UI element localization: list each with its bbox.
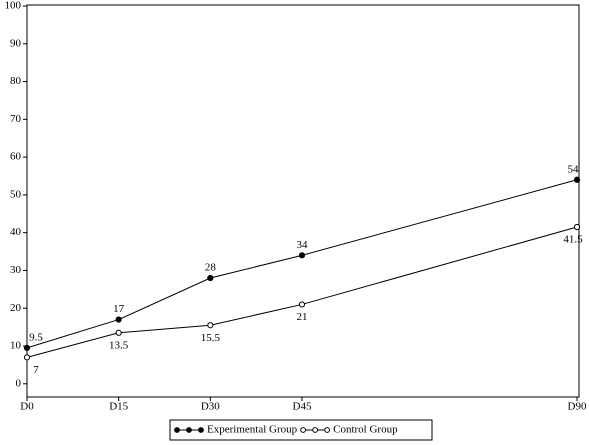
data-point xyxy=(115,316,122,323)
data-point xyxy=(23,354,31,361)
data-label: 17 xyxy=(113,303,125,315)
data-point xyxy=(23,344,31,351)
data-point xyxy=(573,176,581,183)
data-label: 28 xyxy=(205,262,217,274)
data-label: 9.5 xyxy=(29,331,43,343)
x-tick-label: D0 xyxy=(20,401,34,413)
y-tick-label: 40 xyxy=(10,226,22,238)
data-label: 13.5 xyxy=(109,339,129,351)
y-tick-label: 60 xyxy=(10,151,22,163)
legend-marker xyxy=(186,427,192,433)
legend-marker xyxy=(312,427,319,433)
plot-frame xyxy=(26,4,580,398)
data-point xyxy=(573,223,581,231)
legend-marker xyxy=(324,427,331,433)
legend-label: Control Group xyxy=(333,424,398,436)
data-label: 7 xyxy=(33,364,39,376)
data-label: 34 xyxy=(297,239,309,251)
y-tick-label: 30 xyxy=(10,264,22,276)
y-tick-label: 10 xyxy=(10,340,22,352)
y-tick-label: 0 xyxy=(16,377,22,389)
data-label: 54 xyxy=(568,163,580,175)
y-tick-label: 90 xyxy=(10,37,22,49)
y-tick-label: 70 xyxy=(10,113,22,125)
legend-box xyxy=(169,419,433,441)
data-point xyxy=(115,329,122,336)
x-tick-label: D90 xyxy=(568,401,587,413)
data-label: 15.5 xyxy=(201,332,221,344)
y-tick-label: 50 xyxy=(10,188,22,200)
legend-marker xyxy=(198,427,204,433)
x-tick-label: D15 xyxy=(109,401,128,413)
data-label: 41.5 xyxy=(563,234,583,246)
data-point xyxy=(207,274,214,282)
legend-marker xyxy=(174,427,180,433)
x-tick-label: D45 xyxy=(293,401,312,413)
y-tick-label: 80 xyxy=(10,75,22,87)
data-point xyxy=(298,252,306,259)
data-point xyxy=(298,301,306,308)
legend-marker xyxy=(300,427,307,433)
x-tick-label: D30 xyxy=(201,401,220,413)
y-tick-label: 20 xyxy=(10,302,22,314)
data-point xyxy=(207,322,214,329)
data-label: 21 xyxy=(297,311,308,323)
legend-label: Experimental Group xyxy=(207,424,298,436)
y-tick-label: 100 xyxy=(5,0,22,12)
